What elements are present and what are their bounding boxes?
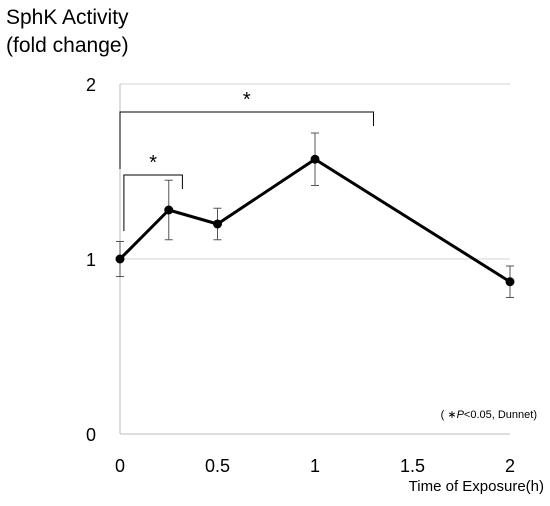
tick-labels: 0 0.5 1 1.5 2 0 1 2 — [86, 75, 515, 476]
data-point-2 — [213, 219, 222, 229]
grid-lines — [120, 83, 510, 260]
significance-star-1: * — [243, 89, 251, 111]
significance-note: ( ∗P<0.05, Dunnet) — [441, 409, 537, 421]
significance-bracket-0 — [123, 174, 183, 231]
data-point-1 — [164, 205, 174, 215]
y-tick-label-2: 2 — [86, 75, 96, 95]
data-point-0 — [115, 254, 125, 264]
x-tick-label-1: 0.5 — [205, 456, 230, 476]
note-prefix: ( — [441, 409, 448, 421]
note-rest: <0.05, Dunnet) — [464, 409, 537, 421]
x-tick-label-4: 2 — [505, 456, 515, 476]
x-axis-label: Time of Exposure(h) — [409, 478, 544, 495]
x-tick-label-2: 1 — [310, 456, 320, 476]
significance-brackets: ** — [119, 89, 374, 231]
note-star: ∗ — [447, 409, 456, 421]
y-tick-label-0: 0 — [86, 425, 96, 445]
x-tick-label-0: 0 — [115, 456, 125, 476]
y-axis-label-line-1: SphK Activity — [6, 6, 129, 29]
data-series — [115, 154, 515, 287]
data-point-3 — [310, 154, 320, 164]
significance-bracket-1 — [119, 111, 374, 169]
y-tick-label-1: 1 — [86, 250, 96, 270]
x-tick-label-3: 1.5 — [400, 456, 425, 476]
note-p: P — [457, 409, 465, 421]
data-point-4 — [505, 277, 515, 287]
y-axis-label-line-2: (fold change) — [6, 34, 129, 57]
significance-star-0: * — [149, 152, 157, 174]
